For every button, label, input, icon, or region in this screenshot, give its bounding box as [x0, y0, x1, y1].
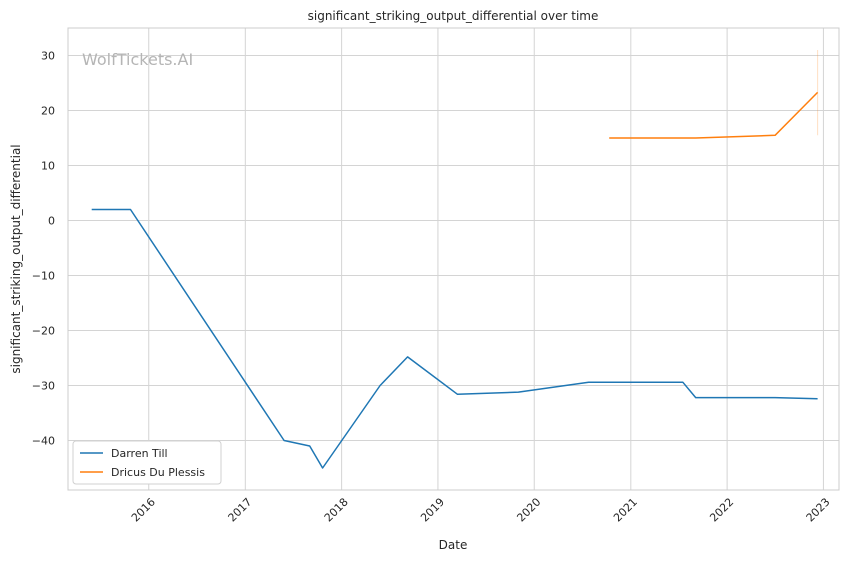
y-axis-label: significant_striking_output_differential: [9, 144, 23, 373]
x-axis-label: Date: [439, 538, 468, 552]
x-tick-label: 2017: [226, 496, 255, 525]
plot-frame: [67, 27, 840, 491]
y-tick-label: 10: [41, 160, 55, 173]
y-tick-label: 20: [41, 105, 55, 118]
series-line-1: [609, 91, 819, 139]
watermark: WolfTickets.AI: [82, 50, 193, 69]
legend: Darren Till Dricus Du Plessis: [72, 440, 222, 485]
series-layer: [91, 50, 819, 469]
x-tick-label: 2021: [611, 496, 640, 525]
x-tick-label: 2023: [804, 496, 833, 525]
x-tick-label: 2019: [418, 496, 447, 525]
series-line-0: [91, 208, 818, 469]
y-tick-labels: 30 20 10 0 −10 −20 −30 −40: [32, 50, 55, 448]
x-tick-label: 2018: [322, 496, 351, 525]
y-tick-label: −10: [32, 270, 55, 283]
y-tick-label: 0: [48, 215, 55, 228]
grid: [68, 28, 839, 490]
y-tick-label: −30: [32, 380, 55, 393]
x-tick-labels: 2016 2017 2018 2019 2020 2021 2022 2023: [129, 496, 833, 525]
legend-entry-label: Darren Till: [111, 447, 168, 460]
x-tick-label: 2016: [129, 496, 158, 525]
x-tick-label: 2022: [707, 496, 736, 525]
legend-box: [72, 440, 222, 485]
y-tick-label: 30: [41, 50, 55, 63]
x-tick-label: 2020: [514, 496, 543, 525]
y-tick-label: −20: [32, 325, 55, 338]
y-tick-label: −40: [32, 435, 55, 448]
chart-title: significant_striking_output_differential…: [308, 9, 599, 23]
legend-entry-label: Dricus Du Plessis: [111, 466, 205, 479]
